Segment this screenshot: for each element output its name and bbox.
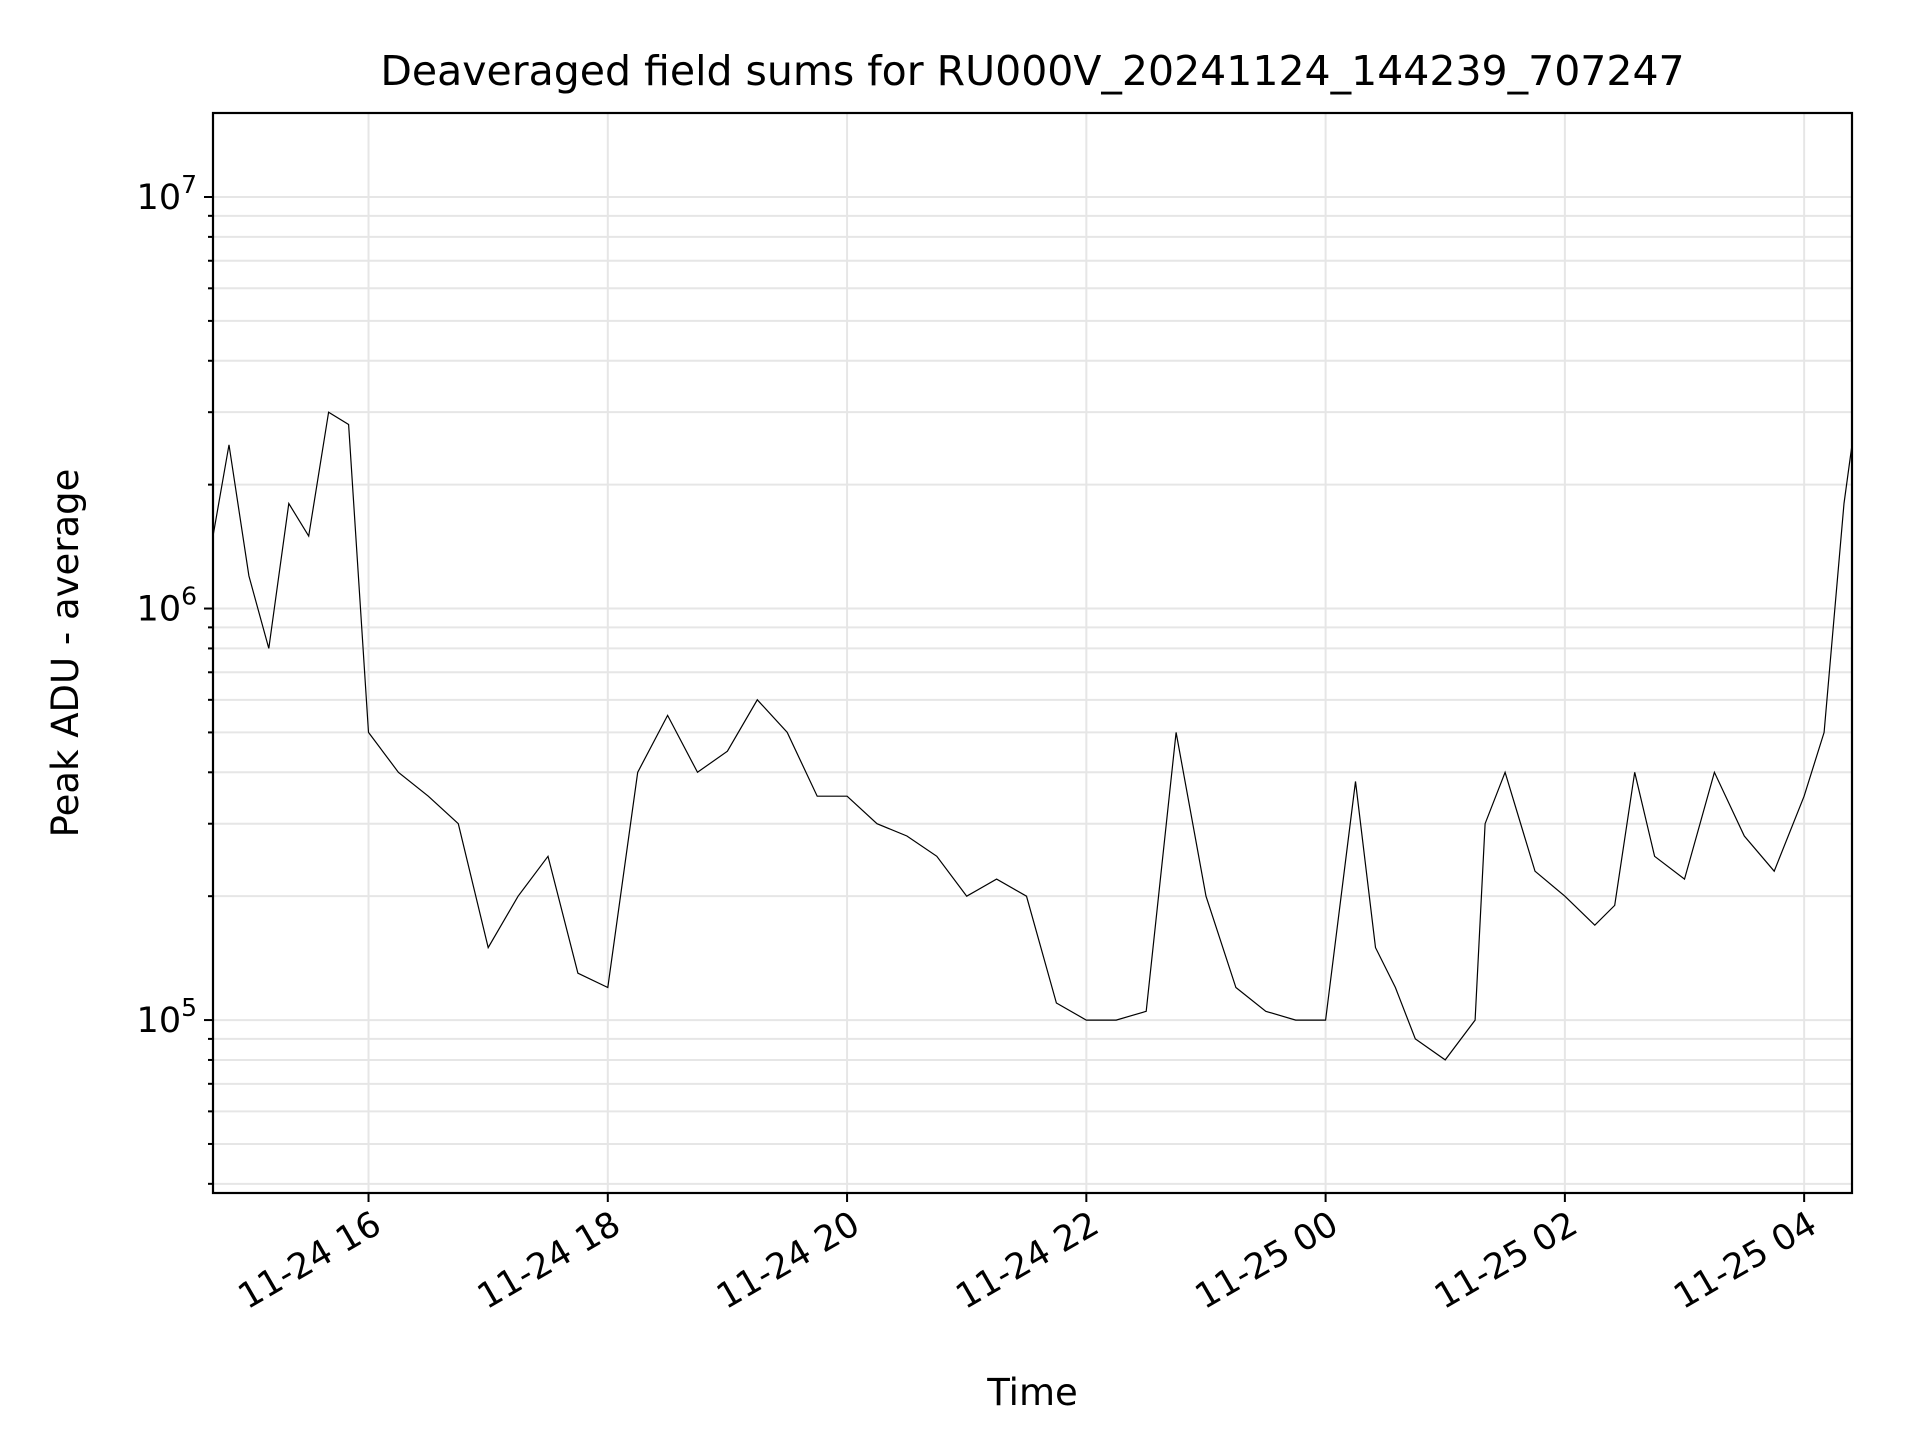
y-axis-label: Peak ADU - average xyxy=(44,469,87,838)
series-line xyxy=(212,411,1853,1061)
axes-frame xyxy=(211,111,1854,1195)
chart-title: Deaveraged field sums for RU000V_2024112… xyxy=(380,47,1684,95)
y-tick-label: 105 xyxy=(137,993,197,1041)
plot-area xyxy=(212,411,1853,1061)
y-tick-label: 106 xyxy=(137,582,197,630)
y-tick-label: 107 xyxy=(137,170,197,218)
x-axis-label: Time xyxy=(986,1371,1078,1414)
y-axis: 105 106 107 xyxy=(137,170,213,1185)
grid xyxy=(213,113,1852,1193)
